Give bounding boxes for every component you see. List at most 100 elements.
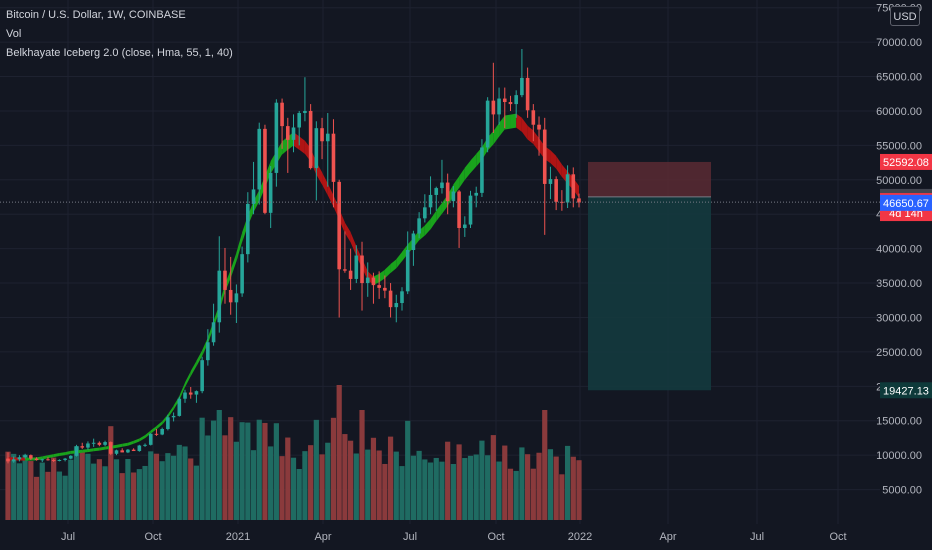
volume-bar	[142, 465, 148, 520]
candle-body	[108, 442, 113, 454]
volume-bar	[439, 461, 445, 520]
volume-bar	[176, 444, 182, 520]
currency-badge[interactable]: USD	[890, 6, 920, 26]
band-segment	[93, 447, 100, 452]
y-tick-label: 55000.00	[876, 140, 922, 152]
candle-body	[343, 269, 347, 271]
volume-bar	[85, 453, 91, 520]
time-axis[interactable]: Jul Oct 2021 Apr Jul Oct 2022 Apr Jul Oct	[61, 531, 847, 543]
volume-bar	[525, 454, 531, 520]
volume-bar	[39, 462, 45, 520]
band-segment	[550, 150, 557, 169]
candle-body	[63, 458, 67, 460]
band-segment	[167, 405, 174, 418]
candle-body	[411, 233, 416, 251]
volume-bar	[233, 441, 239, 520]
candle-body	[291, 127, 296, 140]
candle-body	[537, 124, 541, 130]
band-segment	[53, 452, 60, 458]
band-segment	[299, 136, 305, 154]
candle-body	[320, 128, 324, 142]
candle-body	[468, 195, 473, 225]
symbol-title[interactable]: Bitcoin / U.S. Dollar, 1W, COINBASE	[6, 9, 186, 21]
candle-body	[325, 133, 330, 142]
volume-bar	[427, 462, 434, 520]
band-segment	[499, 115, 505, 137]
candle-body	[166, 417, 170, 430]
volume-bar	[365, 449, 371, 520]
candle-body	[29, 455, 33, 459]
candle-body	[200, 360, 204, 392]
volume-bar	[490, 435, 496, 520]
price-axis[interactable]: 5000.0010000.0015000.0020000.0025000.003…	[876, 3, 922, 497]
band-segment	[396, 251, 402, 269]
band-segment	[493, 123, 500, 145]
band-segment	[430, 210, 437, 230]
candle-body	[228, 289, 233, 303]
candle-body	[314, 128, 319, 169]
indicator-legend[interactable]: Belkhayate Iceberg 2.0 (close, Hma, 55, …	[6, 47, 233, 59]
x-tick-label: 2022	[568, 531, 592, 543]
candle-body	[274, 102, 279, 173]
band-segment	[179, 382, 186, 401]
band-segment	[527, 125, 534, 145]
candle-body	[388, 290, 393, 308]
band-segment	[453, 176, 460, 197]
candle-body	[17, 457, 22, 460]
candle-body	[474, 192, 479, 196]
volume-legend[interactable]: Vol	[6, 28, 22, 40]
volume-bar	[376, 450, 382, 520]
volume-bar	[507, 468, 514, 520]
volume-bar	[359, 410, 365, 520]
candle-body	[525, 77, 530, 111]
position-zones[interactable]	[588, 161, 711, 391]
band-segment	[127, 440, 134, 446]
candle-body	[502, 98, 507, 103]
volume-bar	[576, 460, 582, 520]
price-tag-text: 19427.13	[883, 385, 929, 397]
volume-bar	[564, 445, 571, 520]
volume-bar	[210, 420, 217, 520]
volume-bar	[296, 469, 302, 520]
volume-bar	[245, 422, 251, 520]
candle-body	[491, 100, 496, 115]
candle-body	[263, 128, 267, 213]
volume-bar	[182, 446, 188, 520]
candle-body	[308, 110, 313, 169]
candle-body	[485, 100, 490, 148]
volume-bar	[205, 435, 211, 520]
volume-bar	[79, 450, 85, 520]
x-tick-label: Oct	[487, 531, 504, 543]
candle-body	[428, 194, 433, 208]
candle-body	[114, 450, 119, 454]
candle-body	[520, 77, 524, 96]
volume-bar	[330, 417, 337, 520]
candle-body	[148, 433, 153, 445]
volume-bar	[456, 444, 462, 520]
volume-bar	[56, 471, 62, 520]
band-segment	[533, 130, 540, 152]
candle-body	[451, 191, 456, 202]
x-tick-label: Oct	[829, 531, 846, 543]
candle-body	[365, 277, 370, 284]
volume-bar	[285, 437, 291, 520]
candle-body	[171, 415, 176, 418]
price-tag-countdown: 4d 14h	[889, 208, 923, 220]
candle-body	[394, 303, 399, 308]
volume-bar	[33, 476, 40, 520]
candle-body	[577, 198, 581, 203]
candle-body	[337, 181, 341, 270]
candle-body	[137, 445, 142, 452]
band-segment	[82, 449, 88, 453]
candle-body	[91, 442, 96, 444]
volume-bar	[62, 475, 68, 520]
candle-body	[280, 102, 284, 127]
band-segment	[139, 435, 146, 442]
band-segment	[516, 113, 522, 132]
candle-body	[383, 287, 387, 291]
candle-body	[571, 174, 576, 199]
candle-body	[565, 174, 570, 203]
band-segment	[322, 172, 328, 196]
